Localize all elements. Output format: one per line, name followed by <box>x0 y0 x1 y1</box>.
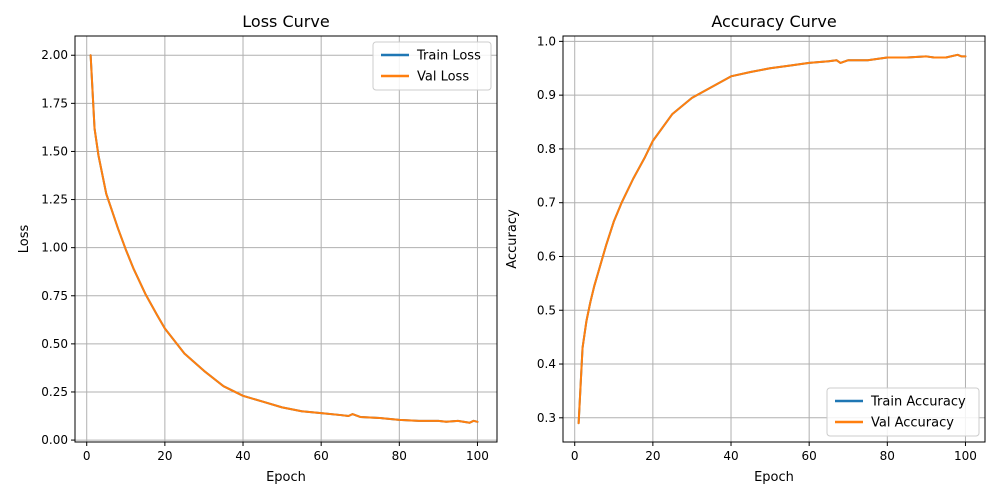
accuracy-x-axis-label: Epoch <box>754 470 794 485</box>
accuracy-y-tick-label-5: 0.8 <box>537 142 556 156</box>
accuracy-legend-label-val: Val Accuracy <box>871 416 954 431</box>
accuracy-y-tick-label-0: 0.3 <box>537 411 556 425</box>
loss-series-train-line <box>89 54 479 424</box>
loss-y-tick-label-6: 1.50 <box>41 144 68 158</box>
accuracy-y-tick-label-2: 0.5 <box>537 303 556 317</box>
accuracy-y-tick-label-4: 0.7 <box>537 196 556 210</box>
loss-x-tick-label-3: 60 <box>314 449 329 463</box>
accuracy-x-tick-label-4: 80 <box>880 449 895 463</box>
loss-y-tick-label-4: 1.00 <box>41 241 68 255</box>
loss-legend: Train Loss Val Loss <box>372 41 492 91</box>
loss-x-tick-label-1: 20 <box>157 449 172 463</box>
loss-y-axis-label: Loss <box>17 225 32 254</box>
accuracy-x-tick-label-3: 60 <box>802 449 817 463</box>
accuracy-x-tick-label-2: 40 <box>723 449 738 463</box>
loss-y-tick-label-5: 1.25 <box>41 193 68 207</box>
loss-y-tick-label-0: 0.00 <box>41 433 68 447</box>
accuracy-x-tick-label-5: 100 <box>954 449 977 463</box>
loss-x-tick-label-0: 0 <box>83 449 91 463</box>
loss-x-tick-label-5: 100 <box>466 449 489 463</box>
loss-y-tick-label-7: 1.75 <box>41 96 68 110</box>
loss-y-tick-label-8: 2.00 <box>41 48 68 62</box>
accuracy-legend-box <box>826 387 980 437</box>
loss-chart: 0 20 40 60 80 100 0.00 0.25 0.50 0.75 1.00 1.25 1.50… <box>17 12 498 485</box>
accuracy-legend-label-train: Train Accuracy <box>870 395 966 410</box>
loss-plot-frame <box>74 35 498 443</box>
accuracy-y-axis-label: Accuracy <box>505 209 520 269</box>
loss-y-tick-label-1: 0.25 <box>41 385 68 399</box>
loss-y-tick-label-3: 0.75 <box>41 289 68 303</box>
accuracy-chart-title: Accuracy Curve <box>711 12 836 31</box>
loss-x-axis-label: Epoch <box>266 470 306 485</box>
loss-legend-label-train: Train Loss <box>416 49 481 64</box>
accuracy-chart: 0 20 40 60 80 100 0.3 0.4 0.5 0.6 0.7 0.8 0.9 1.0 Accu… <box>505 12 986 485</box>
accuracy-legend: Train Accuracy Val Accuracy <box>826 387 980 437</box>
accuracy-x-tick-label-0: 0 <box>571 449 579 463</box>
accuracy-plot-frame <box>562 35 986 443</box>
accuracy-x-tick-label-1: 20 <box>645 449 660 463</box>
loss-chart-title: Loss Curve <box>242 12 329 31</box>
loss-series-val-line <box>89 54 479 424</box>
accuracy-y-tick-label-3: 0.6 <box>537 249 556 263</box>
accuracy-y-tick-label-1: 0.4 <box>537 357 556 371</box>
loss-legend-label-val: Val Loss <box>417 70 469 85</box>
accuracy-series-val-line <box>577 53 967 425</box>
loss-x-tick-label-4: 80 <box>392 449 407 463</box>
accuracy-series-train-line <box>577 53 967 425</box>
accuracy-y-tick-label-7: 1.0 <box>537 34 556 48</box>
loss-y-tick-label-2: 0.50 <box>41 337 68 351</box>
accuracy-y-tick-label-6: 0.9 <box>537 88 556 102</box>
loss-x-tick-label-2: 40 <box>235 449 250 463</box>
